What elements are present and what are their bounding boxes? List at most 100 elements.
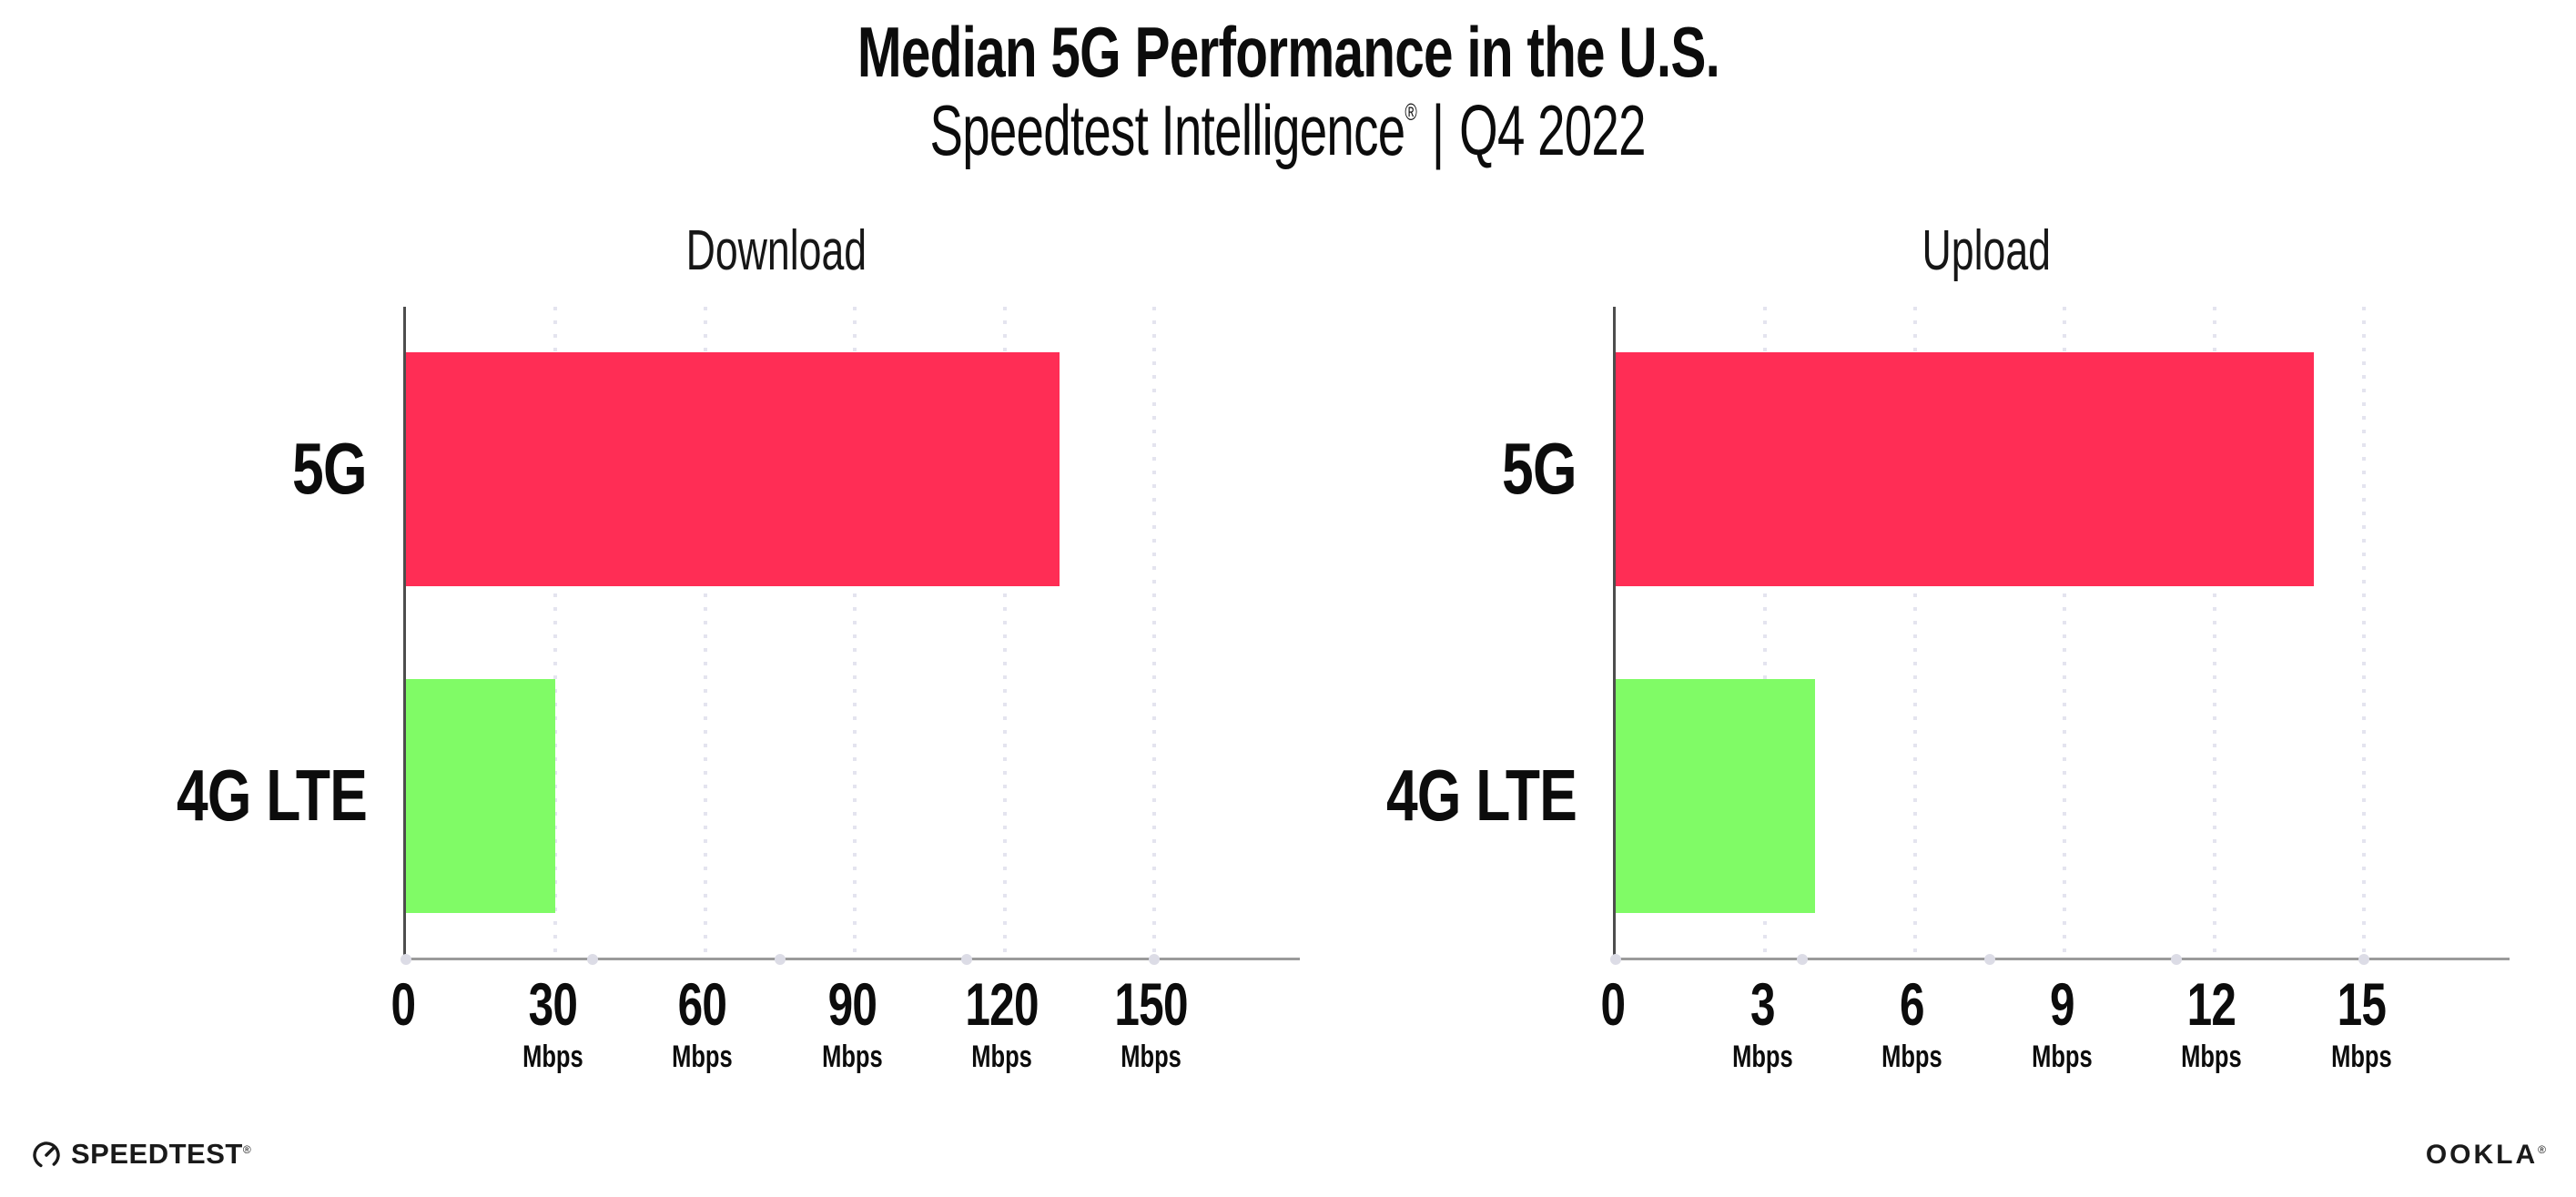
category-label-4g-lte: 4G LTE <box>1333 754 1577 837</box>
x-tick-content: 150 Mbps <box>1114 970 1189 1075</box>
x-tick-content: 60 Mbps <box>672 970 734 1075</box>
gridline-90 <box>853 307 857 956</box>
speedtest-gauge-icon <box>33 1141 60 1169</box>
category-label-4g-lte: 4G LTE <box>123 754 368 837</box>
x-tick-unit: Mbps <box>1121 1040 1182 1075</box>
axis-tick-dot <box>1983 954 1995 965</box>
gridline-9 <box>2063 307 2067 956</box>
gridline-3 <box>1763 307 1768 956</box>
x-tick-unit: Mbps <box>2330 1040 2392 1075</box>
plot-area-download <box>401 307 1300 965</box>
speedtest-wordmark-text: SPEEDTEST <box>71 1138 243 1170</box>
x-tick-content: 0 <box>390 970 417 1038</box>
bar-4g-lte <box>406 678 556 914</box>
bar-4g-lte <box>1616 678 1816 914</box>
x-tick-value: 0 <box>1600 970 1627 1038</box>
axis-tick-dot <box>774 954 786 965</box>
x-tick-unit: Mbps <box>672 1040 734 1075</box>
x-tick-unit: Mbps <box>2181 1040 2242 1075</box>
ookla-registered-icon: ® <box>2538 1143 2549 1156</box>
ookla-logo: OOKLA® <box>2426 1140 2549 1171</box>
category-label-text: 4G LTE <box>1385 755 1577 837</box>
page-title-text: Median 5G Performance in the U.S. <box>857 12 1719 92</box>
x-tick-6: 6 Mbps <box>1812 970 2013 1075</box>
speedtest-registered-icon: ® <box>242 1143 252 1156</box>
gridline-120 <box>1002 307 1007 956</box>
chart-title-download: Download <box>403 218 1150 283</box>
x-tick-value: 120 <box>965 970 1039 1038</box>
axis-tick-dot <box>1148 954 1160 965</box>
x-axis-upload: 0 3 Mbps 6 Mbps 9 Mbps 12 Mbps 15 Mbps <box>1601 970 2507 1124</box>
x-tick-9: 9 Mbps <box>1962 970 2162 1075</box>
subtitle-separator: | <box>1432 90 1445 170</box>
x-tick-value: 3 <box>1749 970 1776 1038</box>
x-tick-30: 30 Mbps <box>452 970 653 1075</box>
x-tick-unit: Mbps <box>522 1040 583 1075</box>
x-tick-content: 9 Mbps <box>2031 970 2093 1075</box>
category-label-text: 5G <box>1502 428 1577 510</box>
category-label-5g: 5G <box>271 427 367 511</box>
x-tick-12: 12 Mbps <box>2112 970 2312 1075</box>
x-tick-content: 15 Mbps <box>2330 970 2392 1075</box>
chart-title-text: Download <box>685 219 867 282</box>
axis-tick-dot <box>2358 954 2369 965</box>
page-title: Median 5G Performance in the U.S. <box>0 11 2576 94</box>
page-subtitle: Speedtest Intelligence® | Q4 2022 <box>0 89 2576 172</box>
x-tick-value: 12 <box>2186 970 2236 1038</box>
x-tick-content: 3 Mbps <box>1732 970 1793 1075</box>
chart-title-text: Upload <box>1922 219 2051 282</box>
download-chart: Download 5G 4G LTE 0 30 Mbps 60 Mbps 90 Mbps 120… <box>146 218 1320 1129</box>
x-tick-unit: Mbps <box>2031 1040 2093 1075</box>
axis-tick-dot <box>2171 954 2183 965</box>
x-tick-90: 90 Mbps <box>752 973 952 1075</box>
gridline-12 <box>2212 307 2216 956</box>
x-tick-content: 90 Mbps <box>821 973 883 1075</box>
x-tick-120: 120 Mbps <box>902 970 1102 1075</box>
category-axis-upload: 5G 4G LTE <box>1355 307 1577 958</box>
axis-tick-dot <box>1610 954 1621 965</box>
x-tick-value: 15 <box>2337 970 2386 1038</box>
axis-tick-dot <box>587 954 599 965</box>
x-axis-download: 0 30 Mbps 60 Mbps 90 Mbps 120 Mbps 150 Mbps <box>391 970 1297 1124</box>
x-tick-content: 12 Mbps <box>2181 970 2242 1075</box>
category-axis-download: 5G 4G LTE <box>146 307 368 958</box>
x-tick-content: 0 <box>1600 970 1627 1038</box>
axis-tick-dot <box>1797 954 1809 965</box>
x-tick-unit: Mbps <box>971 1040 1032 1075</box>
bar-5g <box>406 352 1060 587</box>
x-tick-unit: Mbps <box>821 1040 883 1075</box>
x-tick-unit: Mbps <box>1881 1040 1943 1075</box>
gridline-15 <box>2361 307 2366 956</box>
chart-title-upload: Upload <box>1613 218 2359 283</box>
plot-area-upload <box>1610 307 2510 965</box>
gridline-150 <box>1151 307 1156 956</box>
axis-tick-dot <box>401 954 411 965</box>
x-tick-0: 0 <box>1513 970 1713 1038</box>
x-tick-value: 150 <box>1114 970 1189 1038</box>
category-label-text: 4G LTE <box>176 755 368 837</box>
x-tick-value: 30 <box>528 970 578 1038</box>
speedtest-logo: SPEEDTEST® <box>30 1136 251 1172</box>
gridline-6 <box>1912 307 1917 956</box>
category-label-text: 5G <box>292 428 367 510</box>
x-tick-value: 9 <box>2049 970 2075 1038</box>
x-tick-unit: Mbps <box>1732 1040 1793 1075</box>
x-tick-0: 0 <box>303 970 503 1038</box>
x-tick-content: 6 Mbps <box>1881 970 1943 1075</box>
x-tick-value: 0 <box>390 970 417 1038</box>
axis-tick-dot <box>961 954 973 965</box>
upload-chart: Upload 5G 4G LTE 0 3 Mbps 6 Mbps 9 Mbps 12 Mbps 15… <box>1355 218 2530 1129</box>
ookla-wordmark-text: OOKLA <box>2425 1140 2539 1170</box>
x-tick-3: 3 Mbps <box>1662 970 1862 1075</box>
x-tick-value: 60 <box>677 970 727 1038</box>
x-tick-15: 15 Mbps <box>2261 970 2461 1075</box>
gridline-30 <box>553 307 558 956</box>
registered-trademark-icon: ® <box>1405 98 1417 126</box>
page-subtitle-text: Speedtest Intelligence® | Q4 2022 <box>930 89 1647 172</box>
x-tick-value: 6 <box>1900 970 1925 1038</box>
x-tick-60: 60 Mbps <box>603 970 803 1075</box>
bar-5g <box>1616 352 2315 587</box>
x-tick-content: 120 Mbps <box>965 970 1039 1075</box>
subtitle-period: Q4 2022 <box>1459 90 1647 170</box>
